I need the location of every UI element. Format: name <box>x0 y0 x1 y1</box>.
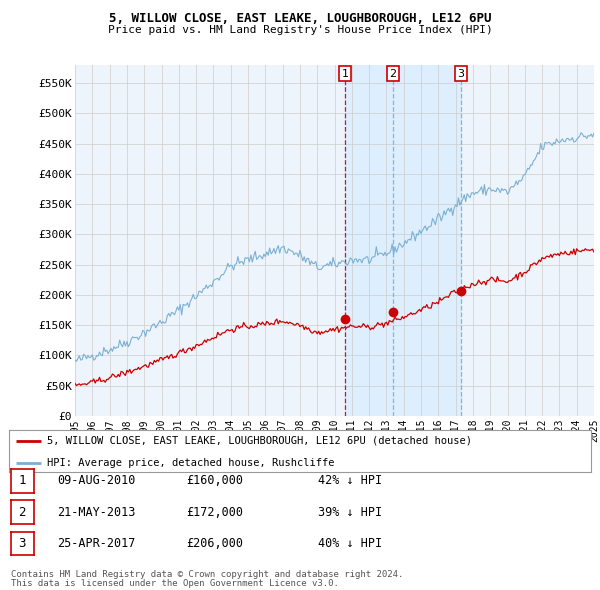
Text: 3: 3 <box>458 68 464 78</box>
Text: 5, WILLOW CLOSE, EAST LEAKE, LOUGHBOROUGH, LE12 6PU (detached house): 5, WILLOW CLOSE, EAST LEAKE, LOUGHBOROUG… <box>47 436 472 446</box>
Text: 2: 2 <box>389 68 397 78</box>
Text: £206,000: £206,000 <box>186 537 243 550</box>
Text: 5, WILLOW CLOSE, EAST LEAKE, LOUGHBOROUGH, LE12 6PU: 5, WILLOW CLOSE, EAST LEAKE, LOUGHBOROUG… <box>109 12 491 25</box>
Text: Contains HM Land Registry data © Crown copyright and database right 2024.: Contains HM Land Registry data © Crown c… <box>11 570 403 579</box>
Text: 42% ↓ HPI: 42% ↓ HPI <box>318 474 382 487</box>
Text: 25-APR-2017: 25-APR-2017 <box>57 537 136 550</box>
Text: £172,000: £172,000 <box>186 506 243 519</box>
Text: HPI: Average price, detached house, Rushcliffe: HPI: Average price, detached house, Rush… <box>47 458 334 468</box>
Bar <box>345 65 461 416</box>
Text: 39% ↓ HPI: 39% ↓ HPI <box>318 506 382 519</box>
Text: Price paid vs. HM Land Registry's House Price Index (HPI): Price paid vs. HM Land Registry's House … <box>107 25 493 35</box>
Text: £160,000: £160,000 <box>186 474 243 487</box>
Text: 1: 1 <box>341 68 349 78</box>
Text: 3: 3 <box>19 537 26 550</box>
Text: 21-MAY-2013: 21-MAY-2013 <box>57 506 136 519</box>
Text: This data is licensed under the Open Government Licence v3.0.: This data is licensed under the Open Gov… <box>11 579 338 588</box>
Text: 09-AUG-2010: 09-AUG-2010 <box>57 474 136 487</box>
Text: 2: 2 <box>19 506 26 519</box>
Text: 40% ↓ HPI: 40% ↓ HPI <box>318 537 382 550</box>
Text: 1: 1 <box>19 474 26 487</box>
